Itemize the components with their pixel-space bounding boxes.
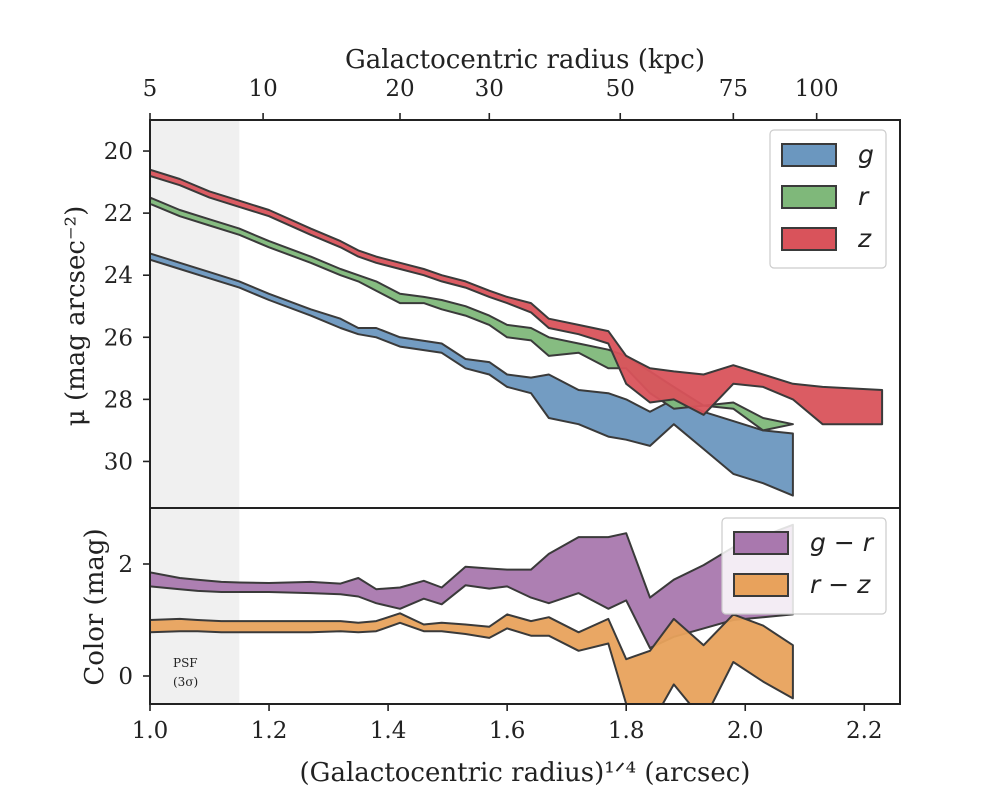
- top-y-axis-label: μ (mag arcsec⁻²): [61, 206, 91, 426]
- legend-label-r: r: [858, 182, 870, 211]
- top-panel: 20 22 24 26 28 30 5 10 20 30 50 75 100 Galactocentr…: [61, 45, 901, 509]
- bottom-series-areas: [150, 523, 794, 704]
- legend-swatch-z: [781, 227, 837, 251]
- x-tick-label: 2.2: [846, 718, 883, 744]
- y-tick-label: 0: [118, 664, 133, 690]
- series-band-r-z: [150, 612, 794, 704]
- bottom-x-ticks: 1.0 1.2 1.4 1.6 1.8 2.0 2.2: [132, 704, 883, 744]
- top-x-tick-label: 75: [719, 76, 748, 102]
- y-tick-label: 20: [104, 139, 133, 165]
- series-band-g: [150, 252, 794, 497]
- y-tick-label: 22: [104, 201, 133, 227]
- legend-label-g-r: g − r: [810, 528, 875, 557]
- psf-annotation-line2: (3σ): [173, 675, 198, 689]
- x-tick-label: 1.0: [132, 718, 169, 744]
- bottom-x-axis-label: (Galactocentric radius)¹ᐟ⁴ (arcsec): [300, 758, 751, 788]
- x-tick-label: 1.4: [370, 718, 407, 744]
- bottom-panel: 02 1.0 1.2 1.4 1.6 1.8 2.0 2.2 PSF (3σ) (Galac…: [80, 507, 901, 788]
- legend-label-g: g: [858, 140, 874, 169]
- legend-swatch-r: [781, 185, 837, 209]
- top-x-tick-label: 30: [475, 76, 504, 102]
- y-tick-label: 2: [118, 552, 133, 578]
- x-tick-label: 1.2: [251, 718, 288, 744]
- top-x-axis-label: Galactocentric radius (kpc): [345, 45, 705, 75]
- top-secondary-x-ticks: 5 10 20 30 50 75 100: [143, 76, 839, 120]
- y-tick-label: 24: [104, 263, 133, 289]
- bottom-y-axis-label: Color (mag): [80, 528, 110, 685]
- top-series-areas: [150, 168, 884, 497]
- legend-label-r-z: r − z: [810, 570, 871, 599]
- psf-annotation-line1: PSF: [173, 656, 198, 670]
- top-x-tick-label: 5: [143, 76, 158, 102]
- series-band-z: [150, 168, 884, 426]
- top-x-tick-label: 50: [606, 76, 635, 102]
- legend-label-z: z: [857, 224, 872, 253]
- bottom-legend: g − r r − z: [721, 517, 887, 615]
- top-x-tick-label: 10: [248, 76, 277, 102]
- bottom-psf-region: [150, 508, 240, 704]
- legend-swatch-g: [781, 143, 837, 167]
- legend-swatch-g-r: [733, 531, 789, 555]
- x-tick-label: 1.6: [489, 718, 526, 744]
- y-tick-label: 30: [104, 449, 133, 475]
- bottom-y-ticks: 02: [118, 552, 150, 690]
- x-tick-label: 1.8: [608, 718, 645, 744]
- top-x-tick-label: 100: [795, 76, 839, 102]
- y-tick-label: 28: [104, 387, 133, 413]
- top-x-tick-label: 20: [385, 76, 414, 102]
- y-tick-label: 26: [104, 325, 133, 351]
- top-legend: grz: [769, 129, 887, 269]
- bottom-panel-frame: [149, 507, 901, 705]
- x-tick-label: 2.0: [727, 718, 764, 744]
- top-y-ticks: 20 22 24 26 28 30: [104, 139, 150, 475]
- legend-swatch-r-z: [733, 573, 789, 597]
